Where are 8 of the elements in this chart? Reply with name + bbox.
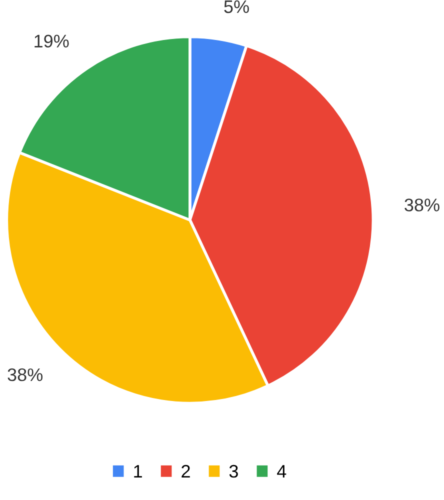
legend-label: 2 [182, 464, 190, 478]
data-label: 38% [404, 198, 440, 212]
data-label: 5% [224, 0, 249, 14]
data-label: 19% [34, 34, 69, 48]
data-label: 38% [8, 368, 43, 382]
legend-label: 1 [134, 465, 142, 478]
legend-label: 4 [277, 465, 286, 478]
legend-label: 3 [229, 464, 238, 478]
